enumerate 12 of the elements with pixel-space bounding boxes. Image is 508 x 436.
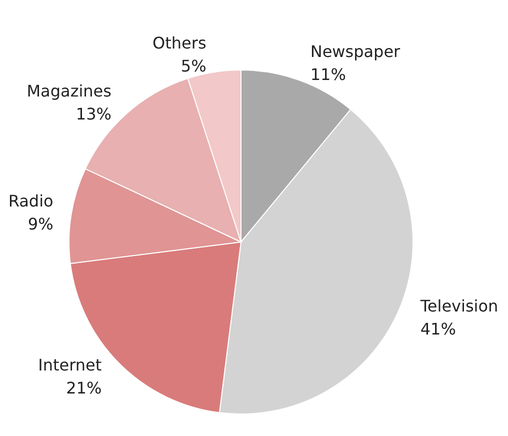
slice-label: Magazines <box>26 81 112 100</box>
slice-label: Newspaper <box>310 42 401 62</box>
data-label: 9% <box>28 214 54 234</box>
data-label: 11% <box>310 65 346 84</box>
data-label: 13% <box>76 104 112 124</box>
slice-label: Internet <box>38 355 102 374</box>
slice-label: Radio <box>8 191 54 210</box>
data-label: 21% <box>66 378 102 398</box>
slice-label: Television <box>419 296 498 316</box>
data-label: 5% <box>180 56 206 76</box>
data-label: 41% <box>420 319 456 338</box>
slice-label: Others <box>152 33 206 52</box>
